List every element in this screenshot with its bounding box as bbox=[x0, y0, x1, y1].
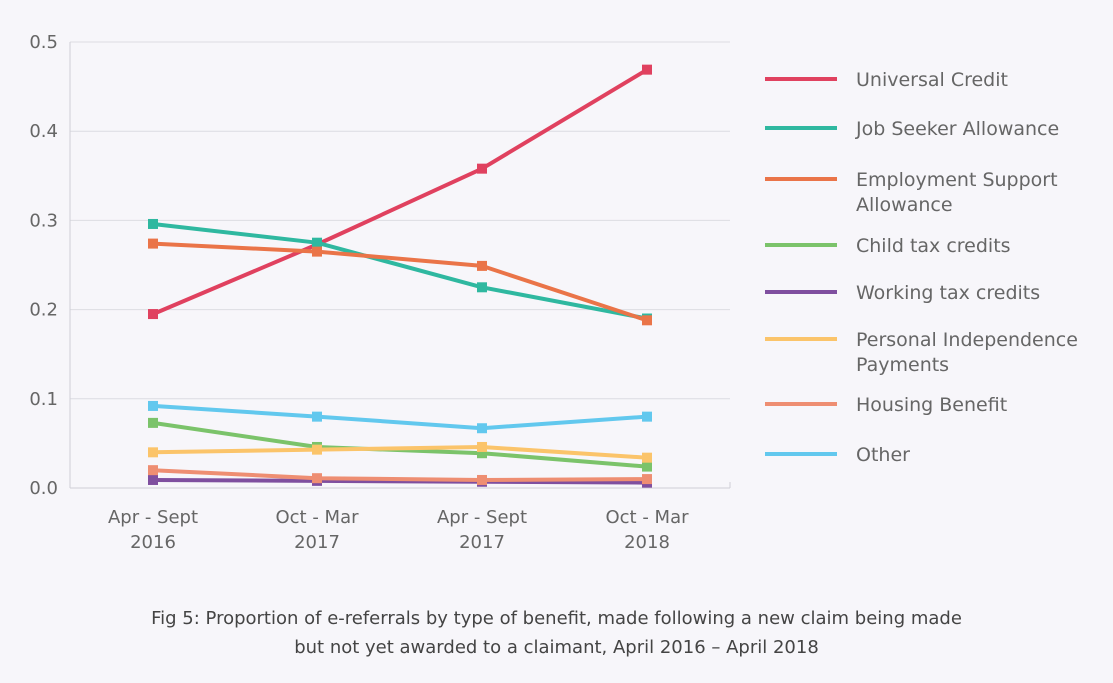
legend-label: Housing Benefit bbox=[856, 394, 1007, 416]
data-point bbox=[148, 238, 158, 249]
series-line bbox=[152, 445, 648, 460]
series-line bbox=[152, 67, 649, 316]
data-point bbox=[148, 465, 158, 476]
data-point bbox=[642, 452, 652, 463]
data-point bbox=[477, 448, 487, 459]
data-point bbox=[477, 282, 487, 293]
legend-label: Other bbox=[856, 444, 910, 466]
legend-entry: Employment Support Allowance bbox=[765, 169, 1058, 216]
series-employment-support-allowance bbox=[148, 238, 652, 326]
y-tick-label: 0.4 bbox=[29, 121, 58, 142]
data-point bbox=[312, 473, 322, 484]
legend-label: Personal Independence Payments bbox=[856, 329, 1078, 376]
data-point bbox=[312, 444, 322, 455]
y-tick-label: 0.3 bbox=[29, 210, 58, 231]
series-line bbox=[152, 241, 648, 323]
data-point bbox=[642, 411, 652, 422]
series-job-seeker-allowance bbox=[148, 218, 652, 324]
legend-label: Child tax credits bbox=[856, 235, 1011, 257]
axes: 0.0 0.1 0.2 0.3 0.4 0.5 Apr - Sept 2016 Oct - Ma… bbox=[29, 32, 731, 553]
data-point bbox=[148, 218, 158, 229]
series-housing-benefit bbox=[148, 465, 652, 485]
series-line bbox=[152, 478, 648, 485]
caption-line-2: but not yet awarded to a claimant, April… bbox=[294, 637, 819, 658]
data-point bbox=[477, 441, 487, 452]
chart: 0.0 0.1 0.2 0.3 0.4 0.5 Apr - Sept 2016 Oct - Ma… bbox=[29, 32, 1078, 553]
y-tick-label: 0.2 bbox=[29, 300, 58, 321]
legend-entry: Other bbox=[765, 444, 910, 466]
legend-label: Universal Credit bbox=[856, 69, 1008, 91]
x-tick-label: Apr - Sept 2017 bbox=[437, 507, 527, 553]
data-point bbox=[148, 400, 158, 411]
legend-entry: Personal Independence Payments bbox=[765, 329, 1078, 376]
data-point bbox=[477, 474, 487, 485]
legend-entry: Universal Credit bbox=[765, 69, 1008, 91]
series-child-tax-credits bbox=[148, 417, 652, 472]
legend-entry: Housing Benefit bbox=[765, 394, 1007, 416]
y-tick-label: 0.0 bbox=[29, 478, 58, 499]
data-point bbox=[642, 315, 652, 326]
series-line bbox=[152, 403, 648, 431]
data-point bbox=[312, 411, 322, 422]
series-other bbox=[148, 400, 652, 434]
data-point bbox=[148, 474, 158, 485]
y-tick-label: 0.5 bbox=[29, 32, 58, 53]
figure-caption: Fig 5: Proportion of e-referrals by type… bbox=[0, 604, 1113, 662]
legend-entry: Child tax credits bbox=[765, 235, 1011, 257]
gridlines bbox=[70, 41, 730, 400]
legend-label: Working tax credits bbox=[856, 282, 1040, 304]
data-point bbox=[148, 309, 158, 320]
series-line bbox=[152, 222, 648, 321]
y-tick-label: 0.1 bbox=[29, 389, 58, 410]
legend-label: Job Seeker Allowance bbox=[855, 118, 1059, 140]
data-point bbox=[477, 260, 487, 271]
x-tick-label: Oct - Mar 2017 bbox=[275, 507, 359, 553]
data-point bbox=[477, 163, 487, 174]
legend-label: Employment Support Allowance bbox=[856, 169, 1058, 216]
caption-line-1: Fig 5: Proportion of e-referrals by type… bbox=[151, 608, 962, 629]
series-personal-independence-payments bbox=[148, 441, 652, 463]
legend-entry: Working tax credits bbox=[765, 282, 1040, 304]
data-point bbox=[148, 417, 158, 428]
legend-entry: Job Seeker Allowance bbox=[765, 118, 1059, 140]
data-point bbox=[312, 237, 322, 248]
data-point bbox=[642, 461, 652, 472]
legend: Universal Credit Job Seeker Allowance Empl… bbox=[765, 69, 1078, 466]
series-line bbox=[152, 420, 648, 469]
data-point bbox=[312, 246, 322, 257]
x-tick-label: Apr - Sept 2016 bbox=[108, 507, 198, 553]
x-tick-label: Oct - Mar 2018 bbox=[605, 507, 689, 553]
series-line bbox=[152, 468, 648, 482]
data-point bbox=[148, 447, 158, 458]
data-point bbox=[642, 474, 652, 485]
data-point bbox=[642, 64, 652, 75]
data-point bbox=[477, 423, 487, 434]
series-lines bbox=[148, 64, 652, 488]
series-universal-credit bbox=[148, 64, 652, 320]
